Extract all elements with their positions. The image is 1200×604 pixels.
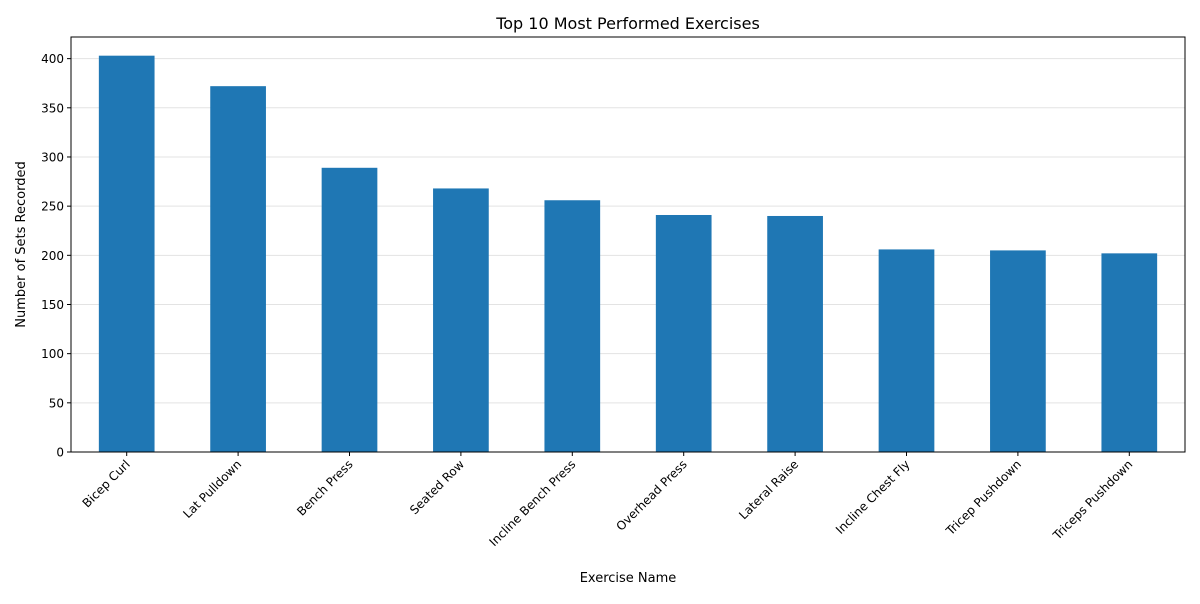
y-tick-label: 300 [41,150,64,164]
bars [98,55,1158,453]
x-tick-label: Triceps Pushdown [1050,457,1136,543]
bar [767,215,823,452]
chart-title: Top 10 Most Performed Exercises [495,14,760,33]
x-tick-label: Bicep Curl [80,457,133,510]
y-tick-label: 50 [49,396,64,410]
bar [433,188,489,452]
x-tick-label: Overhead Press [613,457,689,533]
bar [321,167,378,453]
y-tick-label: 400 [41,52,64,66]
bar [655,214,712,452]
x-tick-label: Seated Row [407,457,467,517]
y-axis-label: Number of Sets Recorded [14,161,29,327]
x-tick-label: Incline Bench Press [486,457,578,549]
x-tick-label: Lateral Raise [736,457,801,522]
x-tick-label: Bench Press [294,457,355,518]
y-tick-label: 100 [41,347,64,361]
y-tick-label: 150 [41,298,64,312]
x-tick-label: Tricep Pushdown [943,457,1024,538]
y-tick-label: 0 [56,446,64,460]
y-tick-label: 350 [41,101,64,115]
bar [544,200,601,452]
bar [98,55,155,452]
bar [878,249,935,452]
y-axis-ticks: 0 50 100 150 200 250 300 350 400 [41,52,71,460]
x-axis-ticks: Bicep Curl Lat Pulldown Bench Press Seated … [80,452,1136,549]
y-tick-label: 250 [41,200,64,214]
bar [210,86,266,452]
x-tick-label: Lat Pulldown [180,457,244,521]
plot-frame [70,36,1186,453]
y-tick-label: 200 [41,249,64,263]
x-axis-label: Exercise Name [580,571,677,586]
bar [1101,253,1158,452]
bar [990,250,1046,452]
x-tick-label: Incline Chest Fly [833,457,913,537]
